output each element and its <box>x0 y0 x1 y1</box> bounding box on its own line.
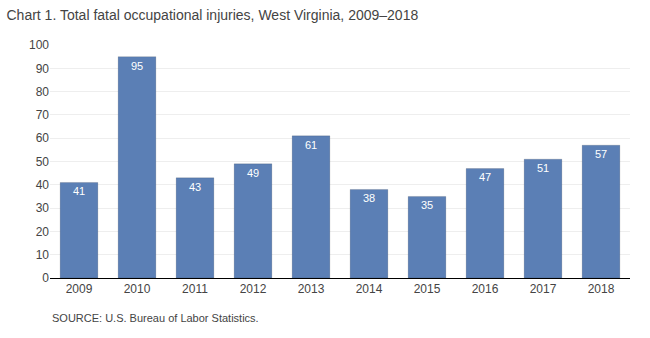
svg-text:43: 43 <box>189 181 201 193</box>
svg-text:61: 61 <box>305 139 317 151</box>
svg-text:95: 95 <box>131 60 143 72</box>
svg-text:2015: 2015 <box>414 282 441 296</box>
svg-text:49: 49 <box>247 167 259 179</box>
svg-text:2018: 2018 <box>588 282 615 296</box>
svg-text:41: 41 <box>73 185 85 197</box>
svg-text:2017: 2017 <box>530 282 557 296</box>
svg-text:51: 51 <box>537 162 549 174</box>
svg-text:70: 70 <box>36 108 50 122</box>
svg-text:57: 57 <box>595 148 607 160</box>
svg-text:2013: 2013 <box>298 282 325 296</box>
svg-text:2014: 2014 <box>356 282 383 296</box>
svg-text:50: 50 <box>36 155 50 169</box>
svg-text:100: 100 <box>29 38 49 52</box>
svg-text:Chart 1. Total fatal occupatio: Chart 1. Total fatal occupational injuri… <box>7 7 419 23</box>
svg-text:47: 47 <box>479 171 491 183</box>
svg-text:80: 80 <box>36 85 50 99</box>
svg-text:0: 0 <box>42 271 49 285</box>
svg-text:30: 30 <box>36 201 50 215</box>
svg-text:38: 38 <box>363 192 375 204</box>
svg-text:2011: 2011 <box>182 282 208 296</box>
svg-text:2010: 2010 <box>124 282 151 296</box>
svg-text:10: 10 <box>36 248 50 262</box>
svg-text:SOURCE: U.S. Bureau of Labor S: SOURCE: U.S. Bureau of Labor Statistics. <box>52 312 259 324</box>
svg-text:40: 40 <box>36 178 50 192</box>
svg-text:60: 60 <box>36 131 50 145</box>
svg-text:2016: 2016 <box>472 282 499 296</box>
svg-text:2009: 2009 <box>66 282 93 296</box>
svg-text:90: 90 <box>36 62 50 76</box>
svg-text:2012: 2012 <box>240 282 267 296</box>
svg-text:20: 20 <box>36 225 50 239</box>
svg-text:35: 35 <box>421 199 433 211</box>
